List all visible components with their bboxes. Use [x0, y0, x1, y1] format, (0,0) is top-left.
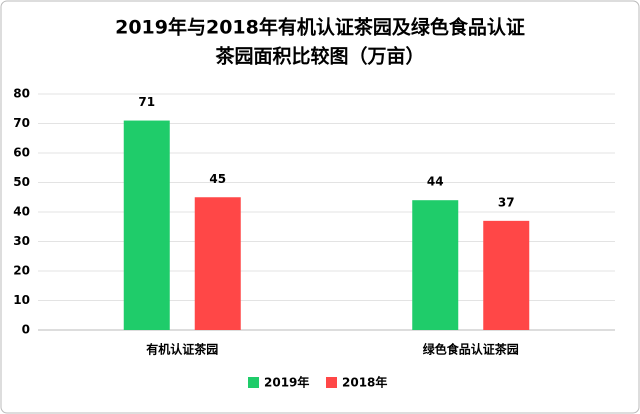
y-tick-label: 80: [13, 87, 30, 101]
bar: [194, 197, 241, 330]
chart-title: 2019年与2018年有机认证茶园及绿色食品认证: [115, 16, 525, 39]
x-tick-label: 有机认证茶园: [146, 342, 218, 357]
y-tick-label: 20: [13, 264, 30, 278]
legend-swatch: [326, 377, 337, 388]
y-tick-label: 10: [13, 293, 30, 307]
data-label: 45: [209, 172, 226, 186]
bar: [412, 200, 459, 330]
y-tick-label: 70: [13, 116, 30, 130]
y-tick-label: 0: [22, 323, 30, 337]
bar: [483, 220, 530, 330]
legend-label: 2018年: [342, 375, 387, 390]
legend-swatch: [248, 377, 259, 388]
y-tick-label: 60: [13, 146, 30, 160]
x-tick-label: 绿色食品认证茶园: [423, 342, 519, 357]
data-label: 37: [498, 195, 515, 209]
data-label: 44: [427, 175, 444, 189]
y-tick-label: 30: [13, 234, 30, 248]
y-tick-label: 40: [13, 205, 30, 219]
bar: [123, 120, 170, 330]
data-label: 71: [138, 95, 155, 109]
chart-title: 茶园面积比较图（万亩）: [215, 45, 424, 68]
y-tick-label: 50: [13, 175, 30, 189]
legend-label: 2019年: [264, 375, 309, 390]
